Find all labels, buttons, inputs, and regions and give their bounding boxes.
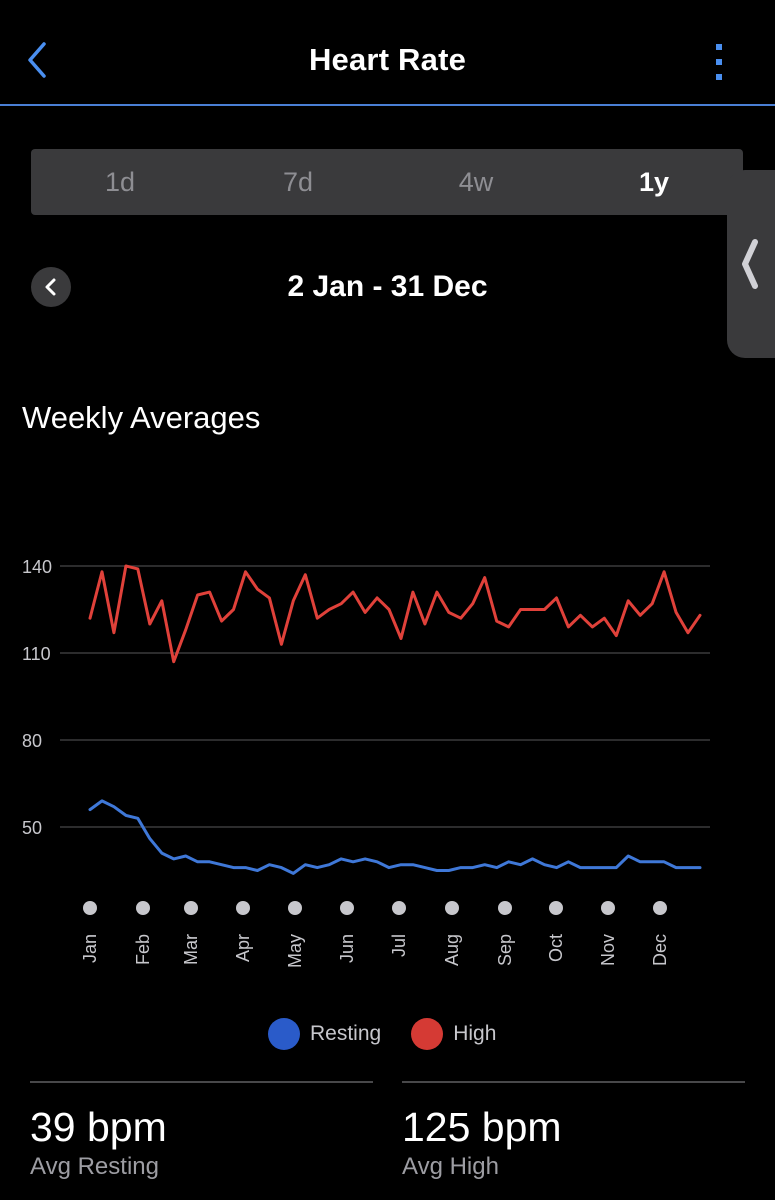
month-marker bbox=[549, 901, 563, 915]
chart-legend: Resting High bbox=[268, 1016, 526, 1052]
chevron-left-icon bbox=[28, 42, 46, 78]
month-label: Jan bbox=[80, 934, 100, 963]
stat-avg-high: 125 bpm Avg High bbox=[402, 1081, 745, 1181]
heart-rate-chart: 50 80 110 140 Jan Feb Mar Apr May Jun Jul Aug Sep Oc… bbox=[22, 557, 710, 968]
month-marker bbox=[236, 901, 250, 915]
chevron-left-icon bbox=[45, 278, 56, 296]
stat-label: Avg High bbox=[402, 1153, 499, 1180]
month-label: Apr bbox=[233, 934, 253, 962]
header-divider bbox=[0, 104, 775, 106]
month-marker bbox=[653, 901, 667, 915]
back-button[interactable] bbox=[22, 38, 62, 82]
stat-avg-resting: 39 bpm Avg Resting bbox=[30, 1081, 373, 1181]
y-tick-label: 110 bbox=[22, 644, 51, 664]
month-label: Nov bbox=[598, 934, 618, 966]
month-marker bbox=[288, 901, 302, 915]
month-marker bbox=[340, 901, 354, 915]
top-bar: Heart Rate bbox=[0, 0, 775, 106]
legend-swatch-resting bbox=[268, 1018, 300, 1050]
stat-label: Avg Resting bbox=[30, 1153, 159, 1180]
y-tick-label: 140 bbox=[22, 557, 52, 577]
month-label: Jul bbox=[389, 934, 409, 957]
month-label: Mar bbox=[181, 934, 201, 965]
page-title: Heart Rate bbox=[308, 42, 467, 77]
tab-1y[interactable]: 1y bbox=[638, 167, 670, 197]
tab-4w[interactable]: 4w bbox=[458, 167, 494, 197]
month-marker bbox=[136, 901, 150, 915]
month-label: Jun bbox=[337, 934, 357, 963]
month-label: Feb bbox=[133, 934, 153, 965]
date-range-label: 2 Jan - 31 Dec bbox=[287, 270, 488, 303]
series-line-resting bbox=[88, 799, 702, 875]
side-panel-handle[interactable] bbox=[727, 170, 775, 358]
month-marker bbox=[498, 901, 512, 915]
section-title: Weekly Averages bbox=[22, 400, 261, 435]
previous-period-button[interactable] bbox=[31, 267, 71, 307]
stat-divider bbox=[402, 1081, 745, 1083]
y-tick-label: 50 bbox=[22, 818, 42, 838]
month-marker bbox=[184, 901, 198, 915]
range-tabs: 1d 7d 4w 1y bbox=[31, 149, 743, 215]
legend-item-resting: Resting bbox=[268, 1018, 381, 1050]
series-line-high bbox=[88, 564, 702, 664]
stat-value: 125 bpm bbox=[402, 1104, 562, 1150]
legend-item-high: High bbox=[411, 1018, 496, 1050]
chevron-left-icon bbox=[742, 239, 758, 289]
month-marker bbox=[83, 901, 97, 915]
month-label: Oct bbox=[546, 934, 566, 962]
tab-7d[interactable]: 7d bbox=[282, 167, 314, 197]
month-label: Aug bbox=[442, 934, 462, 966]
month-marker bbox=[392, 901, 406, 915]
y-tick-label: 80 bbox=[22, 731, 42, 751]
stat-divider bbox=[30, 1081, 373, 1083]
tab-1d[interactable]: 1d bbox=[104, 167, 136, 197]
month-marker bbox=[601, 901, 615, 915]
more-options-button[interactable] bbox=[704, 42, 734, 84]
stat-value: 39 bpm bbox=[30, 1104, 167, 1150]
month-label: Sep bbox=[495, 934, 515, 966]
legend-label-high: High bbox=[453, 1022, 497, 1045]
legend-swatch-high bbox=[411, 1018, 444, 1050]
vertical-ellipsis-icon bbox=[716, 44, 722, 80]
month-marker bbox=[445, 901, 459, 915]
month-label: May bbox=[285, 934, 305, 968]
legend-label-resting: Resting bbox=[310, 1022, 382, 1045]
month-label: Dec bbox=[650, 934, 670, 966]
